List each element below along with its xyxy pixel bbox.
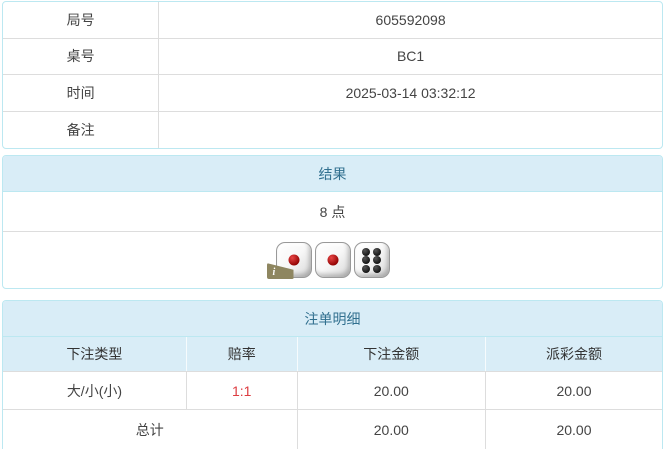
bet-amount-value: 20.00 [298,372,487,409]
die-3 [353,242,390,278]
total-payout-amount: 20.00 [556,422,592,438]
result-panel: 结果 8 点 i [2,155,663,289]
round-number-row: 局号 605592098 [3,2,662,39]
die-2-face-icon [314,242,351,278]
payout-amount-value: 20.00 [556,382,592,399]
total-row: 总计 20.00 20.00 [3,410,662,449]
dice-row: i [3,232,662,288]
round-number-label: 局号 [3,2,160,38]
col-bet-amount: 下注金额 [298,337,487,371]
remark-label: 备注 [3,111,160,148]
total-bet-amount: 20.00 [298,410,487,449]
bet-row: 大/小(小) 1:1 20.00 20.00 [3,372,662,410]
col-payout-amount: 派彩金额 [546,346,602,362]
bet-type-value: 大/小(小) [3,372,187,409]
table-number-row: 桌号 BC1 [3,38,662,75]
bets-panel-title: 注单明细 [3,301,662,337]
die-1: i [266,242,312,279]
table-number-value: BC1 [396,48,425,65]
remark-row: 备注 [3,111,662,148]
time-row: 时间 2025-03-14 03:32:12 [3,75,662,112]
result-panel-title: 结果 [3,156,662,192]
time-value: 2025-03-14 03:32:12 [345,84,476,101]
total-label: 总计 [3,410,298,449]
result-points: 8 点 [3,192,662,232]
odds-value: 1:1 [187,372,298,409]
time-label: 时间 [3,75,160,111]
round-info-panel: 局号 605592098 桌号 BC1 时间 2025-03-14 03:32:… [2,1,663,149]
col-bet-type: 下注类型 [3,337,187,371]
table-number-label: 桌号 [3,38,160,74]
bets-header-row: 下注类型 赔率 下注金额 派彩金额 [3,337,662,372]
die-2 [314,242,351,278]
die-3-face-icon [353,242,390,278]
bets-panel: 注单明细 下注类型 赔率 下注金额 派彩金额 大/小(小) 1:1 20.00 … [2,300,663,449]
round-number-value: 605592098 [375,11,446,28]
col-odds: 赔率 [187,337,298,371]
